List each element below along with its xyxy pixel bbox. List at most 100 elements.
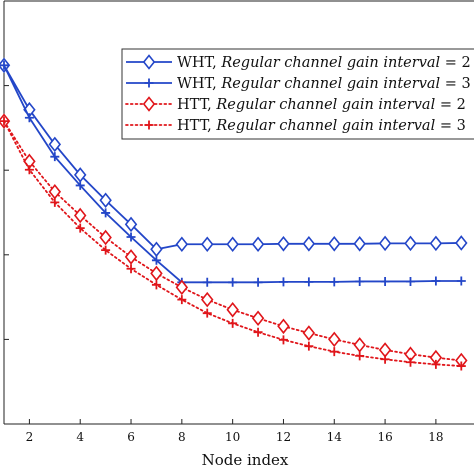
data-point (304, 341, 314, 351)
x-tick-label: 12 (276, 430, 291, 444)
data-point (75, 223, 85, 233)
data-point (304, 277, 314, 287)
data-point (302, 236, 316, 252)
data-point (431, 276, 441, 286)
legend-label-italic: Regular channel gain interval (215, 97, 435, 113)
data-point (101, 245, 111, 255)
x-tick-label: 8 (178, 430, 186, 444)
data-point (431, 359, 441, 369)
data-point (150, 265, 163, 282)
data-point (124, 216, 138, 233)
data-point (404, 235, 417, 252)
axes: 2 4 6 8 10 12 14 16 18 (3, 0, 474, 444)
data-point (253, 277, 263, 287)
legend: WHT, Regular channel gain interval = 2WH… (121, 48, 474, 140)
data-point (142, 54, 156, 70)
data-point (405, 276, 415, 286)
legend-label-suffix: = 2 (435, 97, 466, 113)
data-point (328, 331, 341, 348)
data-point (0, 116, 9, 126)
data-point (75, 180, 85, 190)
x-tick-label: 6 (127, 430, 135, 444)
legend-label-suffix: = 3 (435, 118, 466, 134)
data-point (455, 235, 468, 251)
data-point (99, 192, 112, 209)
legend-label: HTT, Regular channel gain interval = 2 (177, 97, 466, 113)
x-tick-label: 14 (327, 430, 343, 444)
legend-entry-1: WHT, Regular channel gain interval = 2 (126, 54, 471, 71)
data-point (228, 318, 238, 328)
legend-label-prefix: WHT, (177, 55, 221, 71)
data-point (355, 351, 365, 361)
legend-label: HTT, Regular channel gain interval = 3 (177, 118, 466, 134)
legend-label-italic: Regular channel gain interval (215, 118, 435, 134)
data-point (151, 280, 161, 290)
legend-label-prefix: WHT, (177, 76, 221, 92)
series-3 (0, 113, 468, 369)
legend-label-prefix: HTT, (177, 97, 216, 113)
x-tick-label: 16 (377, 430, 392, 444)
data-point (228, 277, 238, 287)
legend-box (121, 48, 474, 140)
x-tick-label: 2 (26, 430, 34, 444)
data-point (302, 325, 316, 341)
data-point (429, 235, 443, 252)
data-point (24, 165, 34, 175)
data-point (251, 310, 265, 327)
series-4 (0, 116, 466, 371)
data-point (126, 232, 136, 242)
data-point (144, 120, 154, 130)
data-point (380, 276, 390, 286)
data-point (380, 354, 390, 364)
data-point (378, 235, 392, 252)
data-point (73, 207, 87, 224)
data-point (151, 255, 161, 265)
data-point (201, 236, 214, 253)
legend-label-prefix: HTT, (177, 118, 216, 134)
legend-label-italic: Regular channel gain interval (220, 76, 440, 92)
data-point (202, 308, 212, 318)
data-point (278, 335, 288, 345)
series-layer (0, 57, 468, 371)
data-point (175, 236, 189, 253)
data-point (355, 276, 365, 286)
legend-entry-2: WHT, Regular channel gain interval = 3 (126, 76, 471, 92)
series-1 (0, 57, 468, 258)
legend-entry-4: HTT, Regular channel gain interval = 3 (125, 118, 466, 134)
data-point (101, 208, 111, 218)
data-point (226, 302, 239, 318)
legend-label-suffix: = 3 (440, 76, 471, 92)
x-tick-label: 18 (428, 430, 443, 444)
data-point (50, 197, 60, 207)
data-point (251, 236, 265, 253)
data-point (50, 152, 60, 162)
data-point (0, 60, 9, 70)
legend-entry-3: HTT, Regular channel gain interval = 2 (125, 96, 466, 113)
data-point (99, 229, 112, 246)
data-point (202, 277, 212, 287)
data-point (329, 277, 339, 287)
data-point (175, 279, 189, 296)
x-axis-label: Node index (202, 451, 289, 469)
data-point (405, 357, 415, 367)
legend-label: WHT, Regular channel gain interval = 2 (177, 55, 471, 71)
data-point (142, 96, 156, 112)
data-point (328, 236, 341, 252)
series-2 (0, 60, 466, 287)
data-point (277, 318, 290, 335)
data-point (329, 347, 339, 357)
x-tick-label: 4 (76, 430, 84, 444)
data-point (144, 78, 154, 88)
data-point (353, 236, 366, 252)
data-point (253, 327, 263, 337)
legend-label: WHT, Regular channel gain interval = 3 (177, 76, 471, 92)
x-tick-label: 10 (225, 430, 240, 444)
data-point (177, 295, 187, 305)
data-point (24, 113, 34, 123)
data-point (124, 249, 138, 265)
data-point (126, 264, 136, 274)
data-point (277, 236, 290, 252)
data-point (226, 236, 239, 253)
data-point (48, 136, 62, 153)
